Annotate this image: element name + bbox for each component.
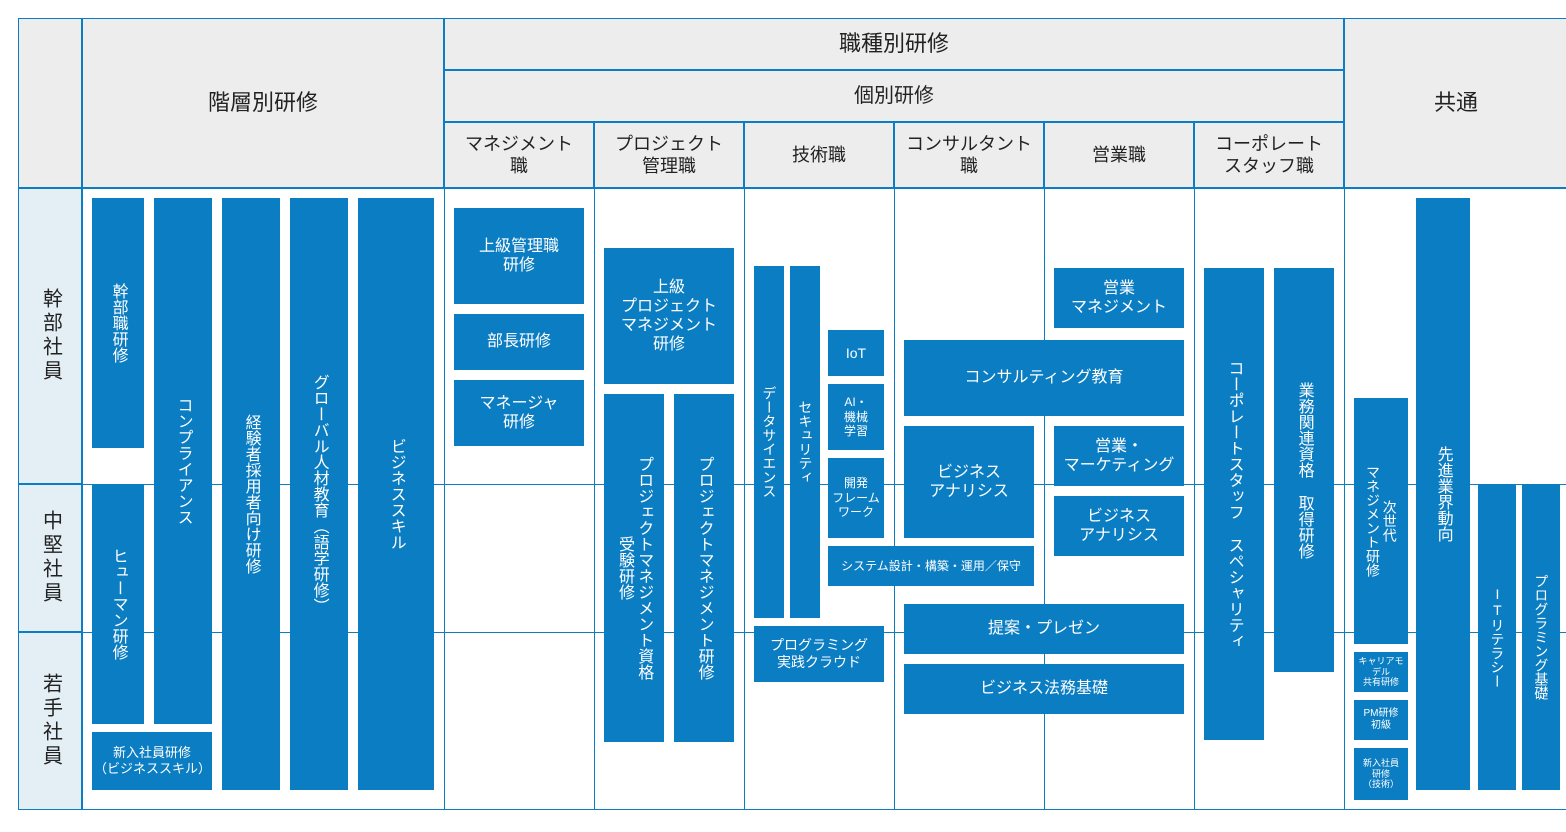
col-div-1	[444, 188, 445, 810]
block-biz-analysis2: ビジネス アナリシス	[1054, 496, 1184, 556]
block-sales-mgmt: 営業 マネジメント	[1054, 268, 1184, 328]
block-sales-mkt: 営業・ マーケティング	[1054, 426, 1184, 486]
header-corp: コーポレート スタッフ職	[1194, 122, 1344, 188]
col-div-4	[894, 188, 895, 810]
header-cons: コンサルタント 職	[894, 122, 1044, 188]
header-hierarchical: 階層別研修	[82, 18, 444, 188]
block-senior-pm: 上級 プロジェクト マネジメント 研修	[604, 248, 734, 384]
block-consulting-edu: コンサルティング教育	[904, 340, 1184, 416]
block-it-literacy: ITリテラシー	[1478, 484, 1516, 790]
block-exec-training: 幹部職研修	[92, 198, 144, 448]
header-mgmt: マネジメント 職	[444, 122, 594, 188]
block-compliance: コンプライアンス	[154, 198, 212, 724]
block-proposal: 提案・プレゼン	[904, 604, 1184, 654]
col-div-5	[1044, 188, 1045, 810]
block-prog-basic: プログラミング基礎	[1522, 484, 1560, 790]
block-prog-cloud: プログラミング 実践クラウド	[754, 626, 884, 682]
rowlabel-exec: 幹部社員	[18, 188, 82, 484]
col-div-3	[744, 188, 745, 810]
header-sales: 営業職	[1044, 122, 1194, 188]
rowlabel-mid: 中堅社員	[18, 484, 82, 632]
block-newgrad-tech: 新入社員 研修 （技術）	[1354, 748, 1408, 800]
training-matrix-chart: 階層別研修 職種別研修 個別研修 マネジメント 職 プロジェクト 管理職 技術職…	[10, 10, 1566, 822]
block-biz-cert: 業務関連資格 取得研修	[1274, 268, 1334, 672]
header-common: 共通	[1344, 18, 1566, 188]
block-legal-basic: ビジネス法務基礎	[904, 664, 1184, 714]
block-senior-mgr: 上級管理職 研修	[454, 208, 584, 304]
block-iot: IoT	[828, 330, 884, 376]
block-dev-fw: 開発 フレーム ワーク	[828, 458, 884, 538]
block-data-science: データサイエンス	[754, 266, 784, 618]
block-manager: マネージャ 研修	[454, 380, 584, 446]
header-proj: プロジェクト 管理職	[594, 122, 744, 188]
block-pm-basic: PM研修 初級	[1354, 700, 1408, 740]
header-tech: 技術職	[744, 122, 894, 188]
block-biz-analysis: ビジネス アナリシス	[904, 426, 1034, 538]
corner-cell	[18, 18, 82, 188]
header-individual: 個別研修	[444, 70, 1344, 122]
block-bucho: 部長研修	[454, 314, 584, 370]
header-job-type: 職種別研修	[444, 18, 1344, 70]
block-global-hr: グローバル人材教育（語学研修）	[290, 198, 348, 790]
block-nextgen-mgmt: 次世代 マネジメント研修	[1354, 398, 1408, 644]
block-biz-skill: ビジネススキル	[358, 198, 434, 790]
rowlabel-young: 若手社員	[18, 632, 82, 810]
block-human: ヒューマン研修	[92, 484, 144, 724]
block-sys-design: システム設計・構築・運用／保守	[828, 546, 1034, 586]
block-corp-spec: コーポレートスタッフ スペシャリティ	[1204, 268, 1264, 740]
block-security: セキュリティ	[790, 266, 820, 618]
col-div-7	[1344, 188, 1345, 810]
block-advanced-trend: 先進業界動向	[1416, 198, 1470, 790]
block-pm-training: プロジェクトマネジメント研修	[674, 394, 734, 742]
col-div-2	[594, 188, 595, 810]
block-ai-ml: AI・ 機械 学習	[828, 384, 884, 450]
col-div-6	[1194, 188, 1195, 810]
block-newgrad-biz: 新入社員研修 （ビジネススキル）	[92, 732, 212, 790]
block-experienced-hire: 経験者採用者向け研修	[222, 198, 280, 790]
block-career-model: キャリアモデル 共有研修	[1354, 652, 1408, 692]
block-pm-exam: プロジェクトマネジメント資格 受験研修	[604, 394, 664, 742]
